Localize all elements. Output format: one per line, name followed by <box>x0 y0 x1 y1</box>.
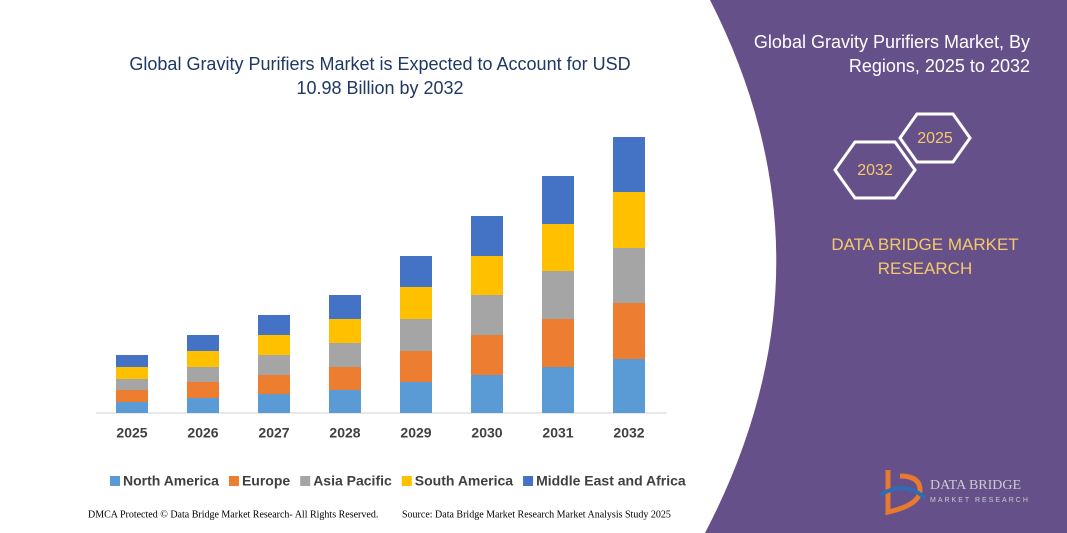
x-tick-label: 2030 <box>471 425 502 441</box>
bar-segment <box>329 367 361 390</box>
bar-segment <box>542 319 574 367</box>
bar-segment <box>258 355 290 375</box>
bar-segment <box>116 367 148 379</box>
legend-label: South America <box>415 473 513 489</box>
x-tick-label: 2026 <box>187 425 218 441</box>
brand-name: DATA BRIDGE MARKET RESEARCH <box>831 235 1019 278</box>
bar-segment <box>613 359 645 413</box>
bar-segment <box>116 402 148 413</box>
bar-segment <box>613 192 645 248</box>
legend-swatch <box>523 476 534 486</box>
logo-mark <box>878 486 927 500</box>
bar-segment <box>400 319 432 351</box>
bar-segment <box>116 379 148 390</box>
bar-segment <box>187 351 219 367</box>
x-tick-label: 2029 <box>400 425 431 441</box>
bar-segment <box>542 271 574 319</box>
bar-segment <box>400 256 432 287</box>
bar-segment <box>400 351 432 382</box>
x-tick-label: 2028 <box>329 425 360 441</box>
bar-segment <box>471 256 503 295</box>
bar-segment <box>471 295 503 335</box>
bar-segment <box>542 224 574 271</box>
year-badge: 2025 <box>917 130 953 147</box>
legend-swatch <box>401 476 412 486</box>
hexagon <box>898 112 972 164</box>
x-tick-label: 2031 <box>542 425 573 441</box>
chart-title: Global Gravity Purifiers Market is Expec… <box>129 54 631 98</box>
bar-segment <box>258 315 290 335</box>
legend-label: North America <box>123 473 219 489</box>
footer-note: Source: Data Bridge Market Research Mark… <box>402 509 671 520</box>
bar-segment <box>329 319 361 343</box>
legend-label: Middle East and Africa <box>536 473 686 489</box>
bar-segment <box>258 335 290 355</box>
x-tick-label: 2027 <box>258 425 289 441</box>
bar-segment <box>258 394 290 413</box>
bar-segment <box>613 137 645 192</box>
hexagon <box>833 140 917 200</box>
legend-label: Asia Pacific <box>313 473 392 489</box>
bar-segment <box>258 375 290 394</box>
bar-segment <box>116 355 148 367</box>
bar-segment <box>542 176 574 224</box>
bar-segment <box>187 367 219 382</box>
logo-text: DATA BRIDGE <box>930 478 1021 493</box>
bar-segment <box>187 335 219 351</box>
bar-segment <box>613 248 645 303</box>
bar-segment <box>542 367 574 413</box>
bar-segment <box>471 375 503 413</box>
bar-segment <box>471 216 503 256</box>
bar-segment <box>329 390 361 413</box>
x-tick-label: 2025 <box>116 425 147 441</box>
bar-segment <box>187 398 219 413</box>
bar-segment <box>613 303 645 359</box>
year-badge: 2032 <box>857 162 893 179</box>
bar-segment <box>116 390 148 402</box>
bar-segment <box>471 335 503 375</box>
logo-text: MARKET RESEARCH <box>930 497 1030 504</box>
bar-segment <box>400 382 432 413</box>
legend-label: Europe <box>242 473 290 489</box>
bar-segment <box>400 287 432 319</box>
x-tick-label: 2032 <box>613 425 644 441</box>
bar-segment <box>329 343 361 367</box>
legend-swatch <box>300 476 311 486</box>
logo-mark <box>885 470 923 516</box>
side-panel <box>705 0 1067 533</box>
legend-swatch <box>228 476 239 486</box>
bar-segment <box>187 382 219 398</box>
footer-note: DMCA Protected © Data Bridge Market Rese… <box>88 509 378 520</box>
bar-segment <box>329 295 361 319</box>
panel-title: Global Gravity Purifiers Market, By Regi… <box>753 32 1030 76</box>
legend-swatch <box>110 476 120 486</box>
